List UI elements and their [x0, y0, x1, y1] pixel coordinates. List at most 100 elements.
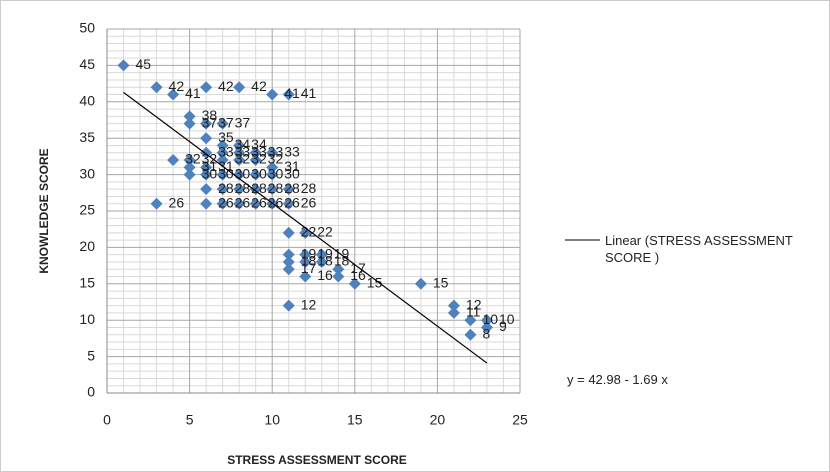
data-label: 33 — [251, 143, 267, 159]
data-label: 45 — [136, 56, 152, 72]
data-point — [315, 248, 328, 261]
data-point — [150, 81, 163, 94]
data-label: 41 — [284, 85, 300, 101]
data-label: 9 — [499, 318, 507, 334]
data-label: 26 — [218, 194, 234, 210]
y-tick-label: 25 — [79, 202, 95, 218]
data-label: 26 — [301, 194, 317, 210]
data-point — [315, 255, 328, 268]
data-label: 41 — [301, 85, 317, 101]
data-point — [480, 314, 493, 327]
data-point — [216, 117, 229, 130]
data-label: 34 — [235, 136, 251, 152]
data-label: 30 — [284, 165, 300, 181]
data-point — [282, 263, 295, 276]
data-label: 28 — [251, 180, 267, 196]
data-label: 30 — [218, 165, 234, 181]
data-point — [249, 183, 262, 196]
data-point — [233, 197, 246, 210]
data-point — [216, 168, 229, 181]
data-label: 34 — [251, 136, 267, 152]
data-point — [266, 88, 279, 101]
y-tick-label: 10 — [79, 311, 95, 327]
x-tick-label: 25 — [512, 412, 528, 428]
data-point — [216, 146, 229, 159]
data-label: 37 — [235, 114, 251, 130]
data-point — [282, 197, 295, 210]
data-point — [447, 299, 460, 312]
data-label: 31 — [202, 158, 218, 174]
data-point — [183, 110, 196, 123]
data-label: 19 — [301, 245, 317, 261]
data-label: 33 — [235, 143, 251, 159]
data-label: 16 — [317, 267, 333, 283]
data-point — [282, 226, 295, 239]
y-tick-label: 0 — [87, 384, 95, 400]
data-label: 11 — [466, 304, 481, 320]
trendline — [123, 91, 488, 364]
data-label: 32 — [202, 151, 218, 167]
data-label: 32 — [185, 151, 201, 167]
data-label: 19 — [317, 245, 333, 261]
data-point — [464, 314, 477, 327]
data-point — [150, 197, 163, 210]
y-tick-label: 5 — [87, 347, 95, 363]
x-axis-title: STRESS ASSESSMENT SCORE — [227, 453, 407, 467]
data-label: 42 — [169, 78, 185, 94]
data-label: 18 — [317, 253, 333, 269]
data-point — [200, 197, 213, 210]
data-label: 12 — [301, 296, 317, 312]
data-point — [266, 161, 279, 174]
data-label: 26 — [169, 194, 185, 210]
data-point — [183, 154, 196, 167]
data-label: 33 — [218, 143, 234, 159]
data-point — [282, 255, 295, 268]
data-label: 10 — [482, 311, 498, 327]
data-label: 28 — [218, 180, 234, 196]
legend-label: Linear (STRESS ASSESSMENT SCORE ) — [605, 233, 793, 265]
data-label: 10 — [499, 311, 515, 327]
data-label: 28 — [284, 180, 300, 196]
data-point — [216, 197, 229, 210]
data-label: 38 — [202, 107, 218, 123]
data-label: 17 — [301, 260, 317, 276]
data-point — [167, 88, 180, 101]
data-label: 35 — [218, 129, 234, 145]
data-point — [282, 183, 295, 196]
data-point — [464, 328, 477, 341]
data-point — [200, 183, 213, 196]
data-point — [348, 277, 361, 290]
y-tick-label: 50 — [79, 20, 95, 36]
data-point — [216, 183, 229, 196]
data-point — [249, 146, 262, 159]
data-label: 37 — [202, 114, 218, 130]
data-point — [233, 81, 246, 94]
x-tick-label: 20 — [430, 412, 446, 428]
data-label: 18 — [301, 253, 317, 269]
data-point — [233, 146, 246, 159]
data-label: 31 — [218, 158, 234, 174]
data-label: 28 — [268, 180, 284, 196]
y-tick-label: 35 — [79, 129, 95, 145]
data-label: 33 — [268, 143, 284, 159]
data-label: 26 — [284, 194, 300, 210]
data-label: 32 — [235, 151, 251, 167]
data-point — [282, 299, 295, 312]
x-tick-label: 15 — [347, 412, 363, 428]
data-point — [282, 248, 295, 261]
x-tick-label: 5 — [186, 412, 194, 428]
data-label: 31 — [284, 158, 300, 174]
trend-equation: y = 42.98 - 1.69 x — [567, 372, 668, 387]
data-point — [299, 255, 312, 268]
data-label: 32 — [268, 151, 284, 167]
data-point — [200, 132, 213, 145]
x-tick-label: 0 — [103, 412, 111, 428]
data-point — [200, 81, 213, 94]
data-label: 18 — [334, 253, 350, 269]
data-label: 22 — [317, 224, 333, 240]
x-tick-label: 10 — [264, 412, 280, 428]
data-label: 28 — [301, 180, 317, 196]
y-tick-label: 15 — [79, 275, 95, 291]
